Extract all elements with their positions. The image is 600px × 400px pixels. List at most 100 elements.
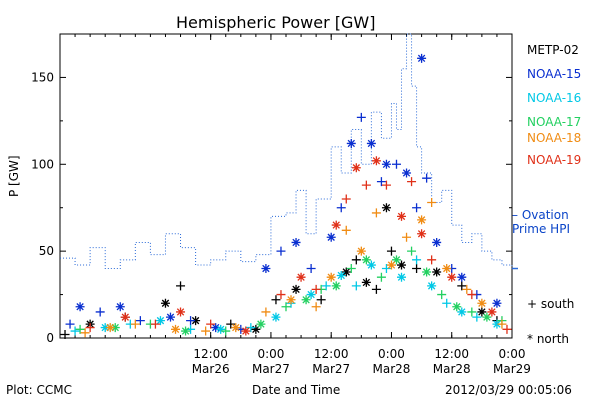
data-point-noaa-18: [105, 323, 115, 333]
data-point-noaa-17: [422, 267, 432, 277]
data-point-noaa-18: [326, 272, 336, 282]
data-point-noaa-15: [211, 323, 221, 333]
data-point-noaa-16: [336, 270, 346, 280]
data-point-noaa-16: [321, 281, 331, 291]
data-point-noaa-15: [432, 237, 442, 247]
x-tick-label-date: Mar27: [312, 362, 350, 376]
y-tick-label: 100: [31, 157, 54, 171]
data-point-noaa-18: [231, 323, 241, 333]
data-point-noaa-18: [130, 319, 140, 329]
data-point-noaa-19: [351, 163, 361, 173]
data-point-noaa-17: [301, 295, 311, 305]
data-point-noaa-15: [376, 177, 386, 187]
data-point-noaa-18: [261, 307, 271, 317]
data-point-noaa-19: [150, 319, 160, 329]
data-point-noaa-19: [371, 156, 381, 166]
data-point-noaa-16: [351, 281, 361, 291]
legend-ovation-prime-hpi: – Ovation Prime HPI: [512, 208, 570, 236]
data-point-noaa-17: [437, 290, 447, 300]
data-point-noaa-19: [407, 177, 417, 187]
legend-south-marker: + south: [527, 297, 575, 311]
data-point-noaa-15: [391, 159, 401, 169]
data-point-noaa-15: [381, 159, 391, 169]
y-tick-label: 150: [31, 70, 54, 84]
data-point-noaa-15: [366, 138, 376, 148]
data-point-noaa-16: [155, 316, 165, 326]
data-point-noaa-18: [371, 208, 381, 218]
legend-noaa-16: NOAA-16: [527, 91, 582, 105]
data-point-noaa-17: [331, 281, 341, 291]
data-point-metp-02: [191, 316, 201, 326]
data-point-noaa-19: [176, 307, 186, 317]
data-point-metp-02: [60, 330, 70, 340]
data-point-noaa-15: [186, 316, 196, 326]
data-point-noaa-15: [422, 173, 432, 183]
data-point-noaa-18: [341, 225, 351, 235]
data-point-metp-02: [351, 255, 361, 265]
data-point-noaa-19: [361, 180, 371, 190]
y-tick-label: 0: [46, 331, 54, 345]
data-point-noaa-15: [261, 264, 271, 274]
data-point-noaa-17: [181, 326, 191, 336]
data-point-metp-02: [371, 284, 381, 294]
data-point-metp-02: [432, 267, 442, 277]
data-point-metp-02: [316, 295, 326, 305]
y-axis-label: P [GW]: [7, 155, 21, 197]
data-point-noaa-15: [135, 316, 145, 326]
plot-frame: [59, 33, 513, 339]
x-tick-label-time: 12:00: [193, 347, 228, 361]
data-point-noaa-16: [412, 255, 422, 265]
plot-timestamp: 2012/03/29 00:05:06: [445, 383, 572, 397]
data-point-noaa-18: [356, 246, 366, 256]
data-point-metp-02: [341, 267, 351, 277]
data-point-noaa-15: [115, 302, 125, 312]
x-tick-label-date: Mar28: [433, 362, 471, 376]
data-point-noaa-16: [492, 319, 502, 329]
data-point-noaa-16: [271, 312, 281, 322]
data-point-noaa-19: [341, 194, 351, 204]
data-point-noaa-17: [75, 324, 85, 334]
data-point-noaa-19: [206, 319, 216, 329]
x-tick-label-time: 0:00: [257, 347, 284, 361]
data-point-noaa-19: [487, 307, 497, 317]
data-point-noaa-19: [331, 220, 341, 230]
data-point-noaa-18: [386, 260, 396, 270]
data-point-noaa-15: [417, 53, 427, 63]
data-point-noaa-16: [70, 326, 80, 336]
data-point-noaa-19: [427, 255, 437, 265]
data-point-noaa-17: [256, 319, 266, 329]
data-point-noaa-18: [402, 232, 412, 242]
x-tick-label-time: 12:00: [434, 347, 469, 361]
data-point-noaa-15: [165, 312, 175, 322]
data-point-noaa-19: [241, 326, 251, 336]
data-point-metp-02: [397, 260, 407, 270]
legend-metp-02: METP-02: [527, 43, 579, 57]
data-point-noaa-16: [397, 272, 407, 282]
data-point-noaa-17: [346, 264, 356, 274]
x-tick-label-date: Mar27: [252, 362, 290, 376]
data-point-noaa-15: [412, 203, 422, 213]
data-point-noaa-16: [100, 323, 110, 333]
data-point-noaa-17: [110, 323, 120, 333]
x-tick-label-time: 0:00: [378, 347, 405, 361]
data-point-noaa-19: [467, 290, 477, 300]
data-point-noaa-18: [427, 198, 437, 208]
data-point-noaa-19: [311, 284, 321, 294]
x-tick-label-time: 0:00: [499, 347, 526, 361]
data-point-noaa-19: [417, 229, 427, 239]
data-point-metp-02: [381, 203, 391, 213]
data-point-noaa-17: [221, 326, 231, 336]
data-point-noaa-18: [80, 328, 90, 338]
data-point-noaa-18: [311, 302, 321, 312]
legend-noaa-15: NOAA-15: [527, 67, 582, 81]
data-point-noaa-15: [306, 264, 316, 274]
data-point-metp-02: [176, 281, 186, 291]
legend-ovation-line1: – Ovation: [512, 208, 569, 222]
legend-ovation-line2: Prime HPI: [512, 222, 570, 236]
ovation-hpi-line: [60, 33, 513, 270]
data-point-noaa-15: [75, 302, 85, 312]
data-point-noaa-16: [457, 307, 467, 317]
data-point-noaa-15: [291, 237, 301, 247]
